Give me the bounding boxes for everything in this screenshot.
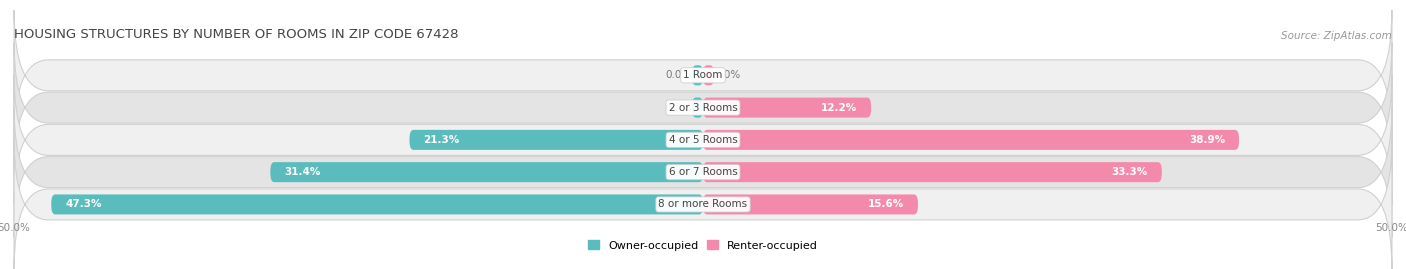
FancyBboxPatch shape — [14, 43, 1392, 173]
FancyBboxPatch shape — [703, 194, 918, 214]
FancyBboxPatch shape — [703, 130, 1239, 150]
Text: 2 or 3 Rooms: 2 or 3 Rooms — [669, 102, 737, 113]
Text: 47.3%: 47.3% — [65, 199, 101, 210]
FancyBboxPatch shape — [270, 162, 703, 182]
Text: 0.0%: 0.0% — [714, 70, 741, 80]
Text: 4 or 5 Rooms: 4 or 5 Rooms — [669, 135, 737, 145]
Text: 8 or more Rooms: 8 or more Rooms — [658, 199, 748, 210]
Text: 12.2%: 12.2% — [821, 102, 858, 113]
Text: Source: ZipAtlas.com: Source: ZipAtlas.com — [1281, 31, 1392, 41]
FancyBboxPatch shape — [703, 65, 714, 85]
Text: 15.6%: 15.6% — [868, 199, 904, 210]
Text: 6 or 7 Rooms: 6 or 7 Rooms — [669, 167, 737, 177]
Text: 38.9%: 38.9% — [1189, 135, 1225, 145]
FancyBboxPatch shape — [14, 139, 1392, 269]
FancyBboxPatch shape — [409, 130, 703, 150]
Text: 21.3%: 21.3% — [423, 135, 460, 145]
Text: 1 Room: 1 Room — [683, 70, 723, 80]
Text: 0.0%: 0.0% — [665, 102, 692, 113]
FancyBboxPatch shape — [51, 194, 703, 214]
Text: 33.3%: 33.3% — [1112, 167, 1149, 177]
FancyBboxPatch shape — [14, 10, 1392, 140]
FancyBboxPatch shape — [692, 98, 703, 118]
Text: HOUSING STRUCTURES BY NUMBER OF ROOMS IN ZIP CODE 67428: HOUSING STRUCTURES BY NUMBER OF ROOMS IN… — [14, 29, 458, 41]
FancyBboxPatch shape — [692, 65, 703, 85]
FancyBboxPatch shape — [703, 162, 1161, 182]
Text: 0.0%: 0.0% — [665, 70, 692, 80]
Legend: Owner-occupied, Renter-occupied: Owner-occupied, Renter-occupied — [588, 240, 818, 250]
FancyBboxPatch shape — [703, 98, 872, 118]
Text: 31.4%: 31.4% — [284, 167, 321, 177]
FancyBboxPatch shape — [14, 107, 1392, 237]
FancyBboxPatch shape — [14, 75, 1392, 205]
